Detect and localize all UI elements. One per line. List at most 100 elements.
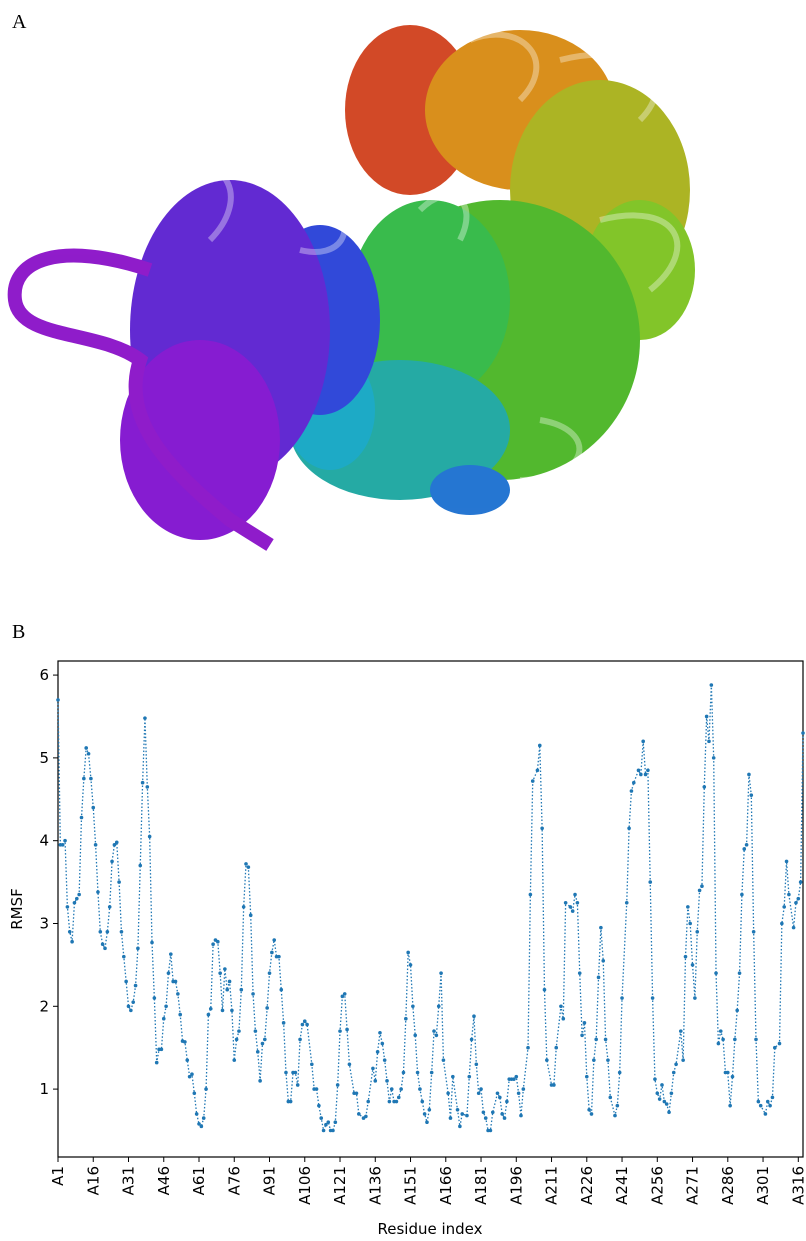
y-tick-label: 1 bbox=[39, 1080, 49, 1098]
data-point bbox=[241, 905, 246, 909]
data-point bbox=[584, 1074, 589, 1079]
data-point bbox=[154, 1060, 159, 1065]
data-point bbox=[575, 900, 580, 905]
x-axis-label: Residue index bbox=[377, 1220, 482, 1238]
data-point bbox=[754, 1037, 758, 1042]
data-point bbox=[220, 1008, 225, 1013]
data-point bbox=[232, 1058, 237, 1062]
data-point bbox=[234, 1037, 239, 1042]
data-point bbox=[375, 1050, 380, 1054]
data-point bbox=[782, 905, 786, 909]
data-point bbox=[465, 1113, 469, 1118]
data-point bbox=[406, 950, 410, 955]
data-point bbox=[342, 992, 347, 996]
data-point bbox=[211, 942, 215, 946]
data-point bbox=[380, 1041, 385, 1046]
data-point bbox=[131, 1000, 136, 1004]
data-point bbox=[143, 716, 147, 720]
data-point bbox=[138, 863, 143, 868]
data-point bbox=[479, 1087, 483, 1091]
data-point bbox=[636, 768, 641, 773]
data-point bbox=[801, 731, 805, 735]
data-point bbox=[324, 1122, 328, 1127]
data-point bbox=[469, 1037, 474, 1042]
data-point bbox=[693, 996, 697, 1000]
data-point bbox=[366, 1099, 371, 1104]
data-point bbox=[467, 1074, 472, 1079]
data-point bbox=[756, 1099, 761, 1104]
data-point bbox=[103, 946, 107, 951]
data-point bbox=[281, 1021, 286, 1025]
data-point bbox=[335, 1083, 340, 1087]
data-point bbox=[476, 1091, 481, 1096]
data-point bbox=[126, 1004, 131, 1009]
data-point bbox=[667, 1110, 671, 1115]
data-point bbox=[239, 987, 244, 992]
data-point bbox=[725, 1070, 730, 1075]
data-point bbox=[674, 1062, 678, 1067]
data-point bbox=[185, 1058, 190, 1062]
data-point bbox=[425, 1120, 429, 1125]
data-point bbox=[354, 1091, 359, 1096]
x-tick-label: A286 bbox=[719, 1166, 737, 1205]
data-point bbox=[96, 890, 100, 894]
data-point bbox=[173, 979, 178, 984]
data-point bbox=[542, 987, 547, 992]
data-point bbox=[653, 1077, 657, 1081]
data-point bbox=[114, 840, 119, 845]
data-point bbox=[159, 1047, 164, 1052]
data-point bbox=[378, 1030, 382, 1035]
data-point bbox=[500, 1112, 504, 1116]
data-point bbox=[98, 929, 103, 934]
data-point bbox=[458, 1124, 462, 1129]
data-point bbox=[537, 743, 542, 748]
data-point bbox=[164, 1004, 168, 1009]
data-point bbox=[601, 958, 606, 963]
data-point bbox=[624, 900, 629, 905]
data-point bbox=[293, 1070, 298, 1075]
data-point bbox=[333, 1120, 338, 1125]
data-point bbox=[65, 905, 70, 909]
x-tick-label: A61 bbox=[190, 1166, 208, 1195]
data-point bbox=[702, 785, 707, 789]
data-point bbox=[77, 892, 81, 897]
data-point bbox=[730, 1074, 735, 1079]
data-point bbox=[129, 1008, 133, 1013]
data-point bbox=[415, 1070, 420, 1075]
data-point bbox=[580, 1033, 584, 1038]
data-point bbox=[662, 1099, 667, 1104]
data-point bbox=[740, 892, 744, 897]
data-point bbox=[742, 847, 747, 851]
data-point bbox=[310, 1062, 314, 1067]
data-point bbox=[664, 1102, 669, 1106]
data-point bbox=[552, 1083, 556, 1087]
plot-frame bbox=[57, 660, 804, 1158]
data-point bbox=[643, 772, 648, 777]
data-point bbox=[357, 1112, 361, 1116]
data-point bbox=[577, 971, 582, 975]
data-point bbox=[225, 987, 230, 992]
data-point bbox=[620, 996, 624, 1000]
data-point bbox=[502, 1116, 507, 1120]
data-point bbox=[460, 1112, 465, 1116]
data-point bbox=[716, 1041, 721, 1046]
data-point bbox=[84, 746, 89, 750]
data-point bbox=[646, 768, 650, 773]
data-point bbox=[697, 888, 702, 893]
data-point bbox=[187, 1074, 192, 1079]
data-point bbox=[448, 1116, 453, 1120]
x-tick-label: A256 bbox=[648, 1166, 666, 1205]
data-point bbox=[192, 1091, 197, 1096]
data-point bbox=[152, 996, 157, 1000]
data-point bbox=[770, 1095, 775, 1100]
data-point bbox=[364, 1114, 368, 1119]
data-point bbox=[197, 1122, 201, 1126]
data-point bbox=[79, 815, 84, 820]
data-point bbox=[439, 971, 443, 975]
x-tick-label: A1 bbox=[49, 1166, 67, 1186]
data-point bbox=[119, 929, 124, 934]
data-point bbox=[389, 1087, 394, 1091]
data-point bbox=[404, 1016, 408, 1021]
data-point bbox=[695, 929, 700, 934]
x-tick-label: A136 bbox=[366, 1166, 384, 1205]
